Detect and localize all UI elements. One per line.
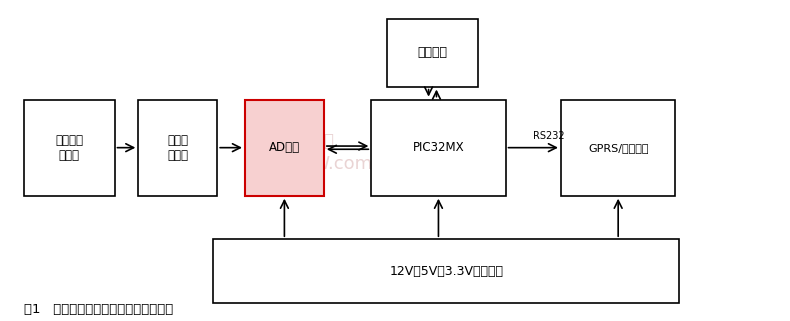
Bar xyxy=(561,100,675,196)
Bar xyxy=(245,100,324,196)
Text: PIC32MX: PIC32MX xyxy=(412,141,465,154)
Text: AD采样: AD采样 xyxy=(269,141,300,154)
Text: 雷达物位
传感器: 雷达物位 传感器 xyxy=(55,134,83,162)
Text: 信号调
理电路: 信号调 理电路 xyxy=(167,134,188,162)
Text: 12V、5V、3.3V供电电路: 12V、5V、3.3V供电电路 xyxy=(389,265,503,278)
Text: RS232: RS232 xyxy=(533,131,565,142)
Text: GPRS/北斗传输: GPRS/北斗传输 xyxy=(588,143,649,153)
Bar xyxy=(24,100,115,196)
Text: 电子产品世界: 电子产品世界 xyxy=(274,132,334,150)
Bar xyxy=(213,239,679,303)
Bar xyxy=(138,100,217,196)
Text: 本地存储: 本地存储 xyxy=(418,47,447,59)
Text: EEPW.com.cn: EEPW.com.cn xyxy=(280,155,400,173)
Bar xyxy=(371,100,506,196)
Bar xyxy=(387,19,478,87)
Text: 图1   电磁波泥水位监测系统监测原理图: 图1 电磁波泥水位监测系统监测原理图 xyxy=(24,303,173,316)
